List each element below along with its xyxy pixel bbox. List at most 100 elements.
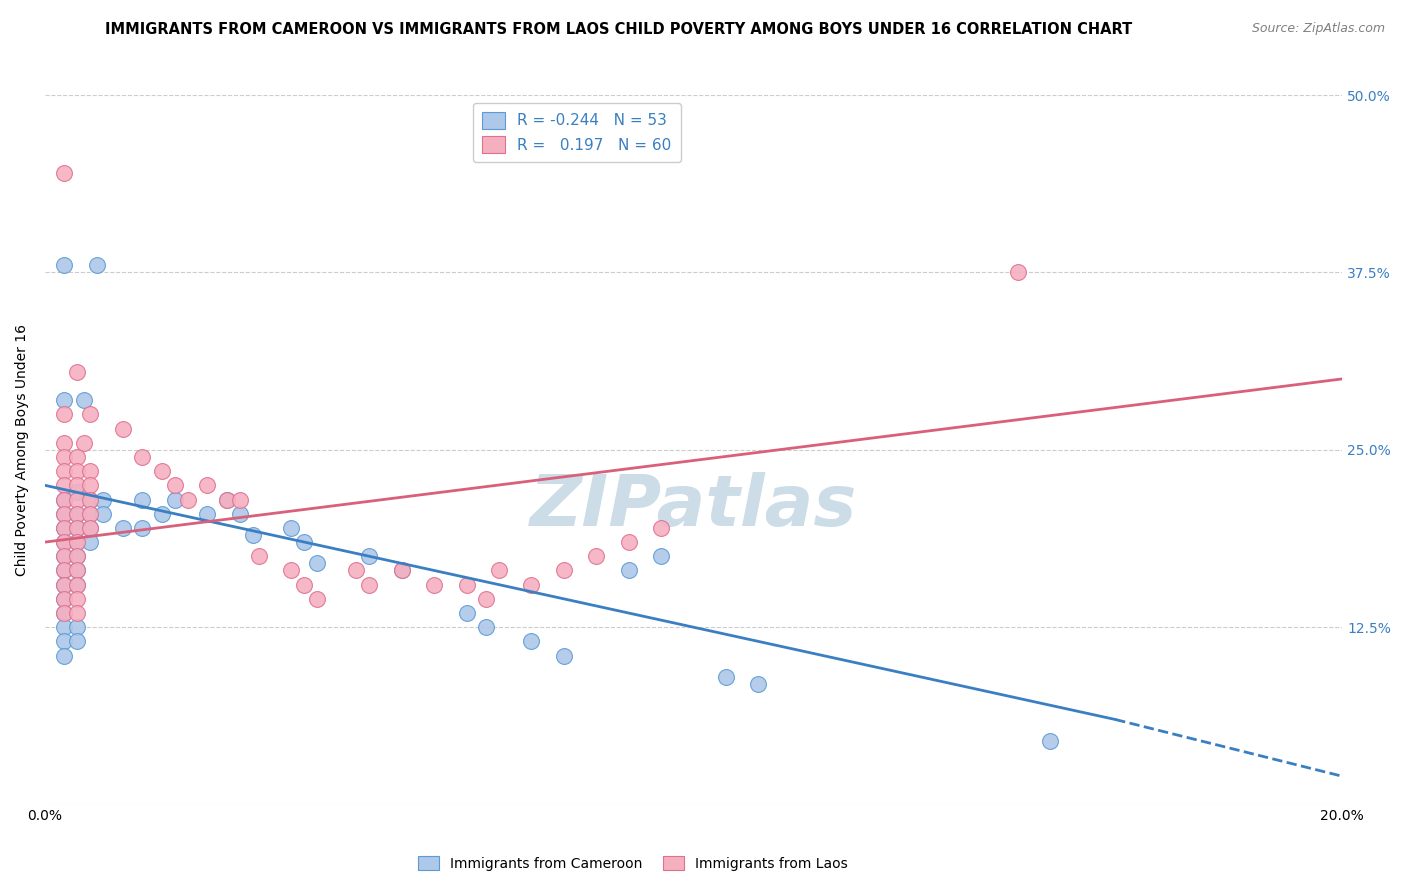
Point xyxy=(66,564,89,578)
Point xyxy=(66,507,89,521)
Point xyxy=(66,549,89,564)
Point xyxy=(53,549,76,564)
Point xyxy=(79,492,101,507)
Point xyxy=(53,591,76,606)
Point xyxy=(53,507,76,521)
Point xyxy=(66,549,89,564)
Point xyxy=(456,606,478,620)
Point xyxy=(280,521,302,535)
Point xyxy=(247,549,270,564)
Point xyxy=(53,564,76,578)
Point xyxy=(520,577,543,591)
Point xyxy=(66,492,89,507)
Point xyxy=(79,521,101,535)
Point xyxy=(79,535,101,549)
Point xyxy=(344,564,367,578)
Point xyxy=(66,606,89,620)
Point xyxy=(131,450,153,464)
Point xyxy=(53,549,76,564)
Point xyxy=(53,492,76,507)
Point xyxy=(73,393,96,408)
Point xyxy=(53,464,76,478)
Point xyxy=(53,492,76,507)
Point xyxy=(307,591,329,606)
Point xyxy=(66,634,89,648)
Point xyxy=(242,528,264,542)
Point xyxy=(150,507,173,521)
Point xyxy=(53,648,76,663)
Point xyxy=(53,450,76,464)
Point xyxy=(195,478,218,492)
Point xyxy=(359,577,381,591)
Point xyxy=(79,507,101,521)
Point xyxy=(66,521,89,535)
Point xyxy=(53,478,76,492)
Point xyxy=(456,577,478,591)
Point xyxy=(111,421,134,435)
Point xyxy=(66,464,89,478)
Point xyxy=(53,577,76,591)
Point xyxy=(66,365,89,379)
Legend: Immigrants from Cameroon, Immigrants from Laos: Immigrants from Cameroon, Immigrants fro… xyxy=(412,850,853,876)
Point xyxy=(391,564,413,578)
Point xyxy=(79,521,101,535)
Point xyxy=(73,435,96,450)
Point xyxy=(53,564,76,578)
Point xyxy=(93,492,115,507)
Point xyxy=(650,521,672,535)
Point xyxy=(215,492,238,507)
Y-axis label: Child Poverty Among Boys Under 16: Child Poverty Among Boys Under 16 xyxy=(15,324,30,576)
Point xyxy=(53,591,76,606)
Point xyxy=(359,549,381,564)
Point xyxy=(66,591,89,606)
Point xyxy=(79,408,101,422)
Point xyxy=(66,450,89,464)
Point xyxy=(53,577,76,591)
Point xyxy=(66,485,89,500)
Legend: R = -0.244   N = 53, R =   0.197   N = 60: R = -0.244 N = 53, R = 0.197 N = 60 xyxy=(472,103,681,162)
Point xyxy=(53,166,76,180)
Point xyxy=(66,564,89,578)
Point xyxy=(66,535,89,549)
Point xyxy=(650,549,672,564)
Point xyxy=(228,492,250,507)
Point xyxy=(488,564,510,578)
Point xyxy=(53,393,76,408)
Point xyxy=(53,606,76,620)
Point xyxy=(93,507,115,521)
Point xyxy=(66,478,89,492)
Point xyxy=(86,259,108,273)
Point xyxy=(307,557,329,571)
Point xyxy=(53,259,76,273)
Point xyxy=(294,577,316,591)
Point xyxy=(280,564,302,578)
Point xyxy=(294,535,316,549)
Point xyxy=(79,507,101,521)
Text: IMMIGRANTS FROM CAMEROON VS IMMIGRANTS FROM LAOS CHILD POVERTY AMONG BOYS UNDER : IMMIGRANTS FROM CAMEROON VS IMMIGRANTS F… xyxy=(105,22,1132,37)
Point xyxy=(66,507,89,521)
Point xyxy=(176,492,198,507)
Point xyxy=(475,591,498,606)
Point xyxy=(53,521,76,535)
Point xyxy=(1007,265,1029,279)
Point xyxy=(714,670,737,684)
Point xyxy=(617,535,640,549)
Point xyxy=(617,564,640,578)
Point xyxy=(520,634,543,648)
Point xyxy=(585,549,607,564)
Point xyxy=(53,620,76,634)
Point xyxy=(150,464,173,478)
Point xyxy=(53,408,76,422)
Point xyxy=(66,577,89,591)
Point xyxy=(53,606,76,620)
Point xyxy=(1039,733,1062,747)
Point xyxy=(131,521,153,535)
Point xyxy=(66,577,89,591)
Point xyxy=(53,634,76,648)
Point xyxy=(163,478,186,492)
Point xyxy=(79,478,101,492)
Point xyxy=(79,464,101,478)
Point xyxy=(553,564,575,578)
Point xyxy=(111,521,134,535)
Point xyxy=(53,435,76,450)
